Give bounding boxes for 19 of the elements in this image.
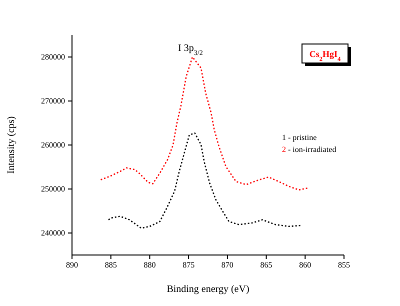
annotation: I 3p$_{3/2}$ bbox=[178, 43, 204, 57]
y-axis-title: Intensity (cps) bbox=[6, 116, 17, 174]
y-tick-label: 280000 bbox=[41, 52, 65, 62]
x-tick-label: 885 bbox=[104, 260, 117, 270]
y-tick-label: 270000 bbox=[41, 96, 65, 106]
x-tick-label: 890 bbox=[66, 260, 78, 270]
x-tick-label: 860 bbox=[299, 260, 312, 270]
text: 2 - ion-irradiated bbox=[282, 145, 336, 154]
x-tick-label: 880 bbox=[144, 260, 156, 270]
x-tick-label: 865 bbox=[260, 260, 272, 270]
y-tick-label: 240000 bbox=[41, 228, 65, 238]
x-tick-label: 855 bbox=[338, 260, 350, 270]
text: 1 - pristine bbox=[282, 133, 318, 142]
x-axis-title: Binding energy (eV) bbox=[166, 284, 250, 295]
y-tick-label: 250000 bbox=[41, 184, 65, 194]
y-tick-label: 260000 bbox=[41, 140, 65, 150]
x-tick-label: 870 bbox=[221, 260, 234, 270]
annotation: Cs$_{2}$HgI$_{4}$ bbox=[309, 49, 342, 62]
x-tick-label: 875 bbox=[182, 260, 195, 270]
